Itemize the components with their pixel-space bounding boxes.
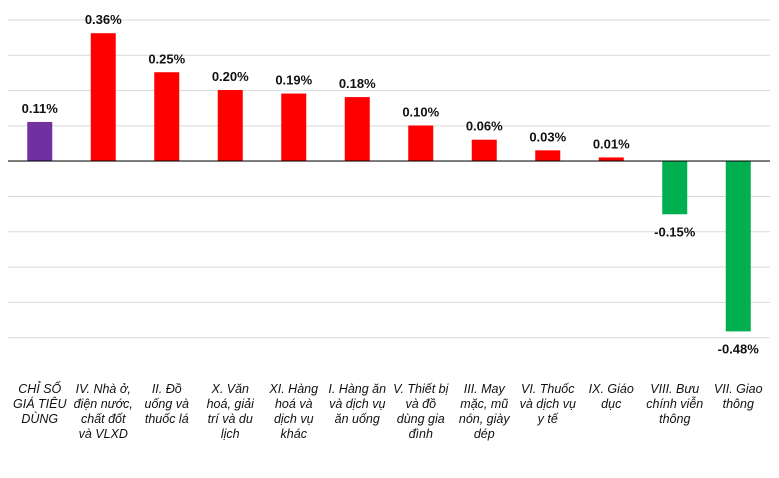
- category-label: VII. Giao thông: [713, 382, 763, 411]
- category-label: I. Hàng ăn và dịch vụ ăn uống: [328, 382, 387, 426]
- category-label: III. May mặc, mũ nón, giày dép: [458, 382, 510, 441]
- value-label: 0.06%: [466, 119, 503, 134]
- bar: [154, 72, 180, 161]
- category-label: IX. Giáo dục: [588, 382, 634, 411]
- bar: [408, 125, 434, 161]
- category-label: V. Thiết bị và đồ dùng gia đình: [393, 382, 449, 441]
- value-labels: 0.11% 0.36% 0.25% 0.20% 0.19% 0.18% 0.10% 0.06%…: [22, 12, 760, 356]
- value-label: 0.20%: [212, 69, 249, 84]
- bar: [90, 33, 116, 162]
- bar: [598, 157, 624, 161]
- value-label: -0.15%: [654, 224, 696, 239]
- category-label: X. Văn hoá, giải trí và du lịch: [206, 382, 254, 441]
- gridlines: [8, 19, 770, 339]
- bar: [662, 161, 688, 215]
- bar: [535, 150, 561, 161]
- value-label: 0.01%: [593, 136, 630, 151]
- value-label: 0.19%: [275, 73, 312, 88]
- value-label: 0.11%: [22, 101, 59, 116]
- category-label: II. Đồ uống và thuốc lá: [144, 382, 189, 426]
- bar: [281, 93, 307, 161]
- category-label: VIII. Bưu chính viễn thông: [646, 382, 704, 426]
- bar: [725, 161, 751, 332]
- value-label: 0.36%: [85, 12, 122, 27]
- category-label: IV. Nhà ở, điện nước, chất đốt và VLXD: [73, 382, 133, 441]
- bar: [471, 139, 497, 161]
- value-label: 0.10%: [402, 105, 439, 120]
- category-label: VI. Thuốc và dịch vụ y tế: [519, 382, 576, 426]
- bar: [27, 121, 53, 161]
- category-label: XI. Hàng hoá và dịch vụ khác: [269, 382, 319, 441]
- value-label: 0.18%: [339, 76, 376, 91]
- category-label: CHỈ SỐ GIÁ TIÊU DÙNG: [13, 382, 67, 426]
- value-label: -0.48%: [718, 341, 760, 356]
- bars: [27, 33, 751, 332]
- bar: [217, 90, 243, 161]
- bar: [344, 97, 370, 161]
- value-label: 0.25%: [148, 51, 185, 66]
- value-label: 0.03%: [529, 129, 566, 144]
